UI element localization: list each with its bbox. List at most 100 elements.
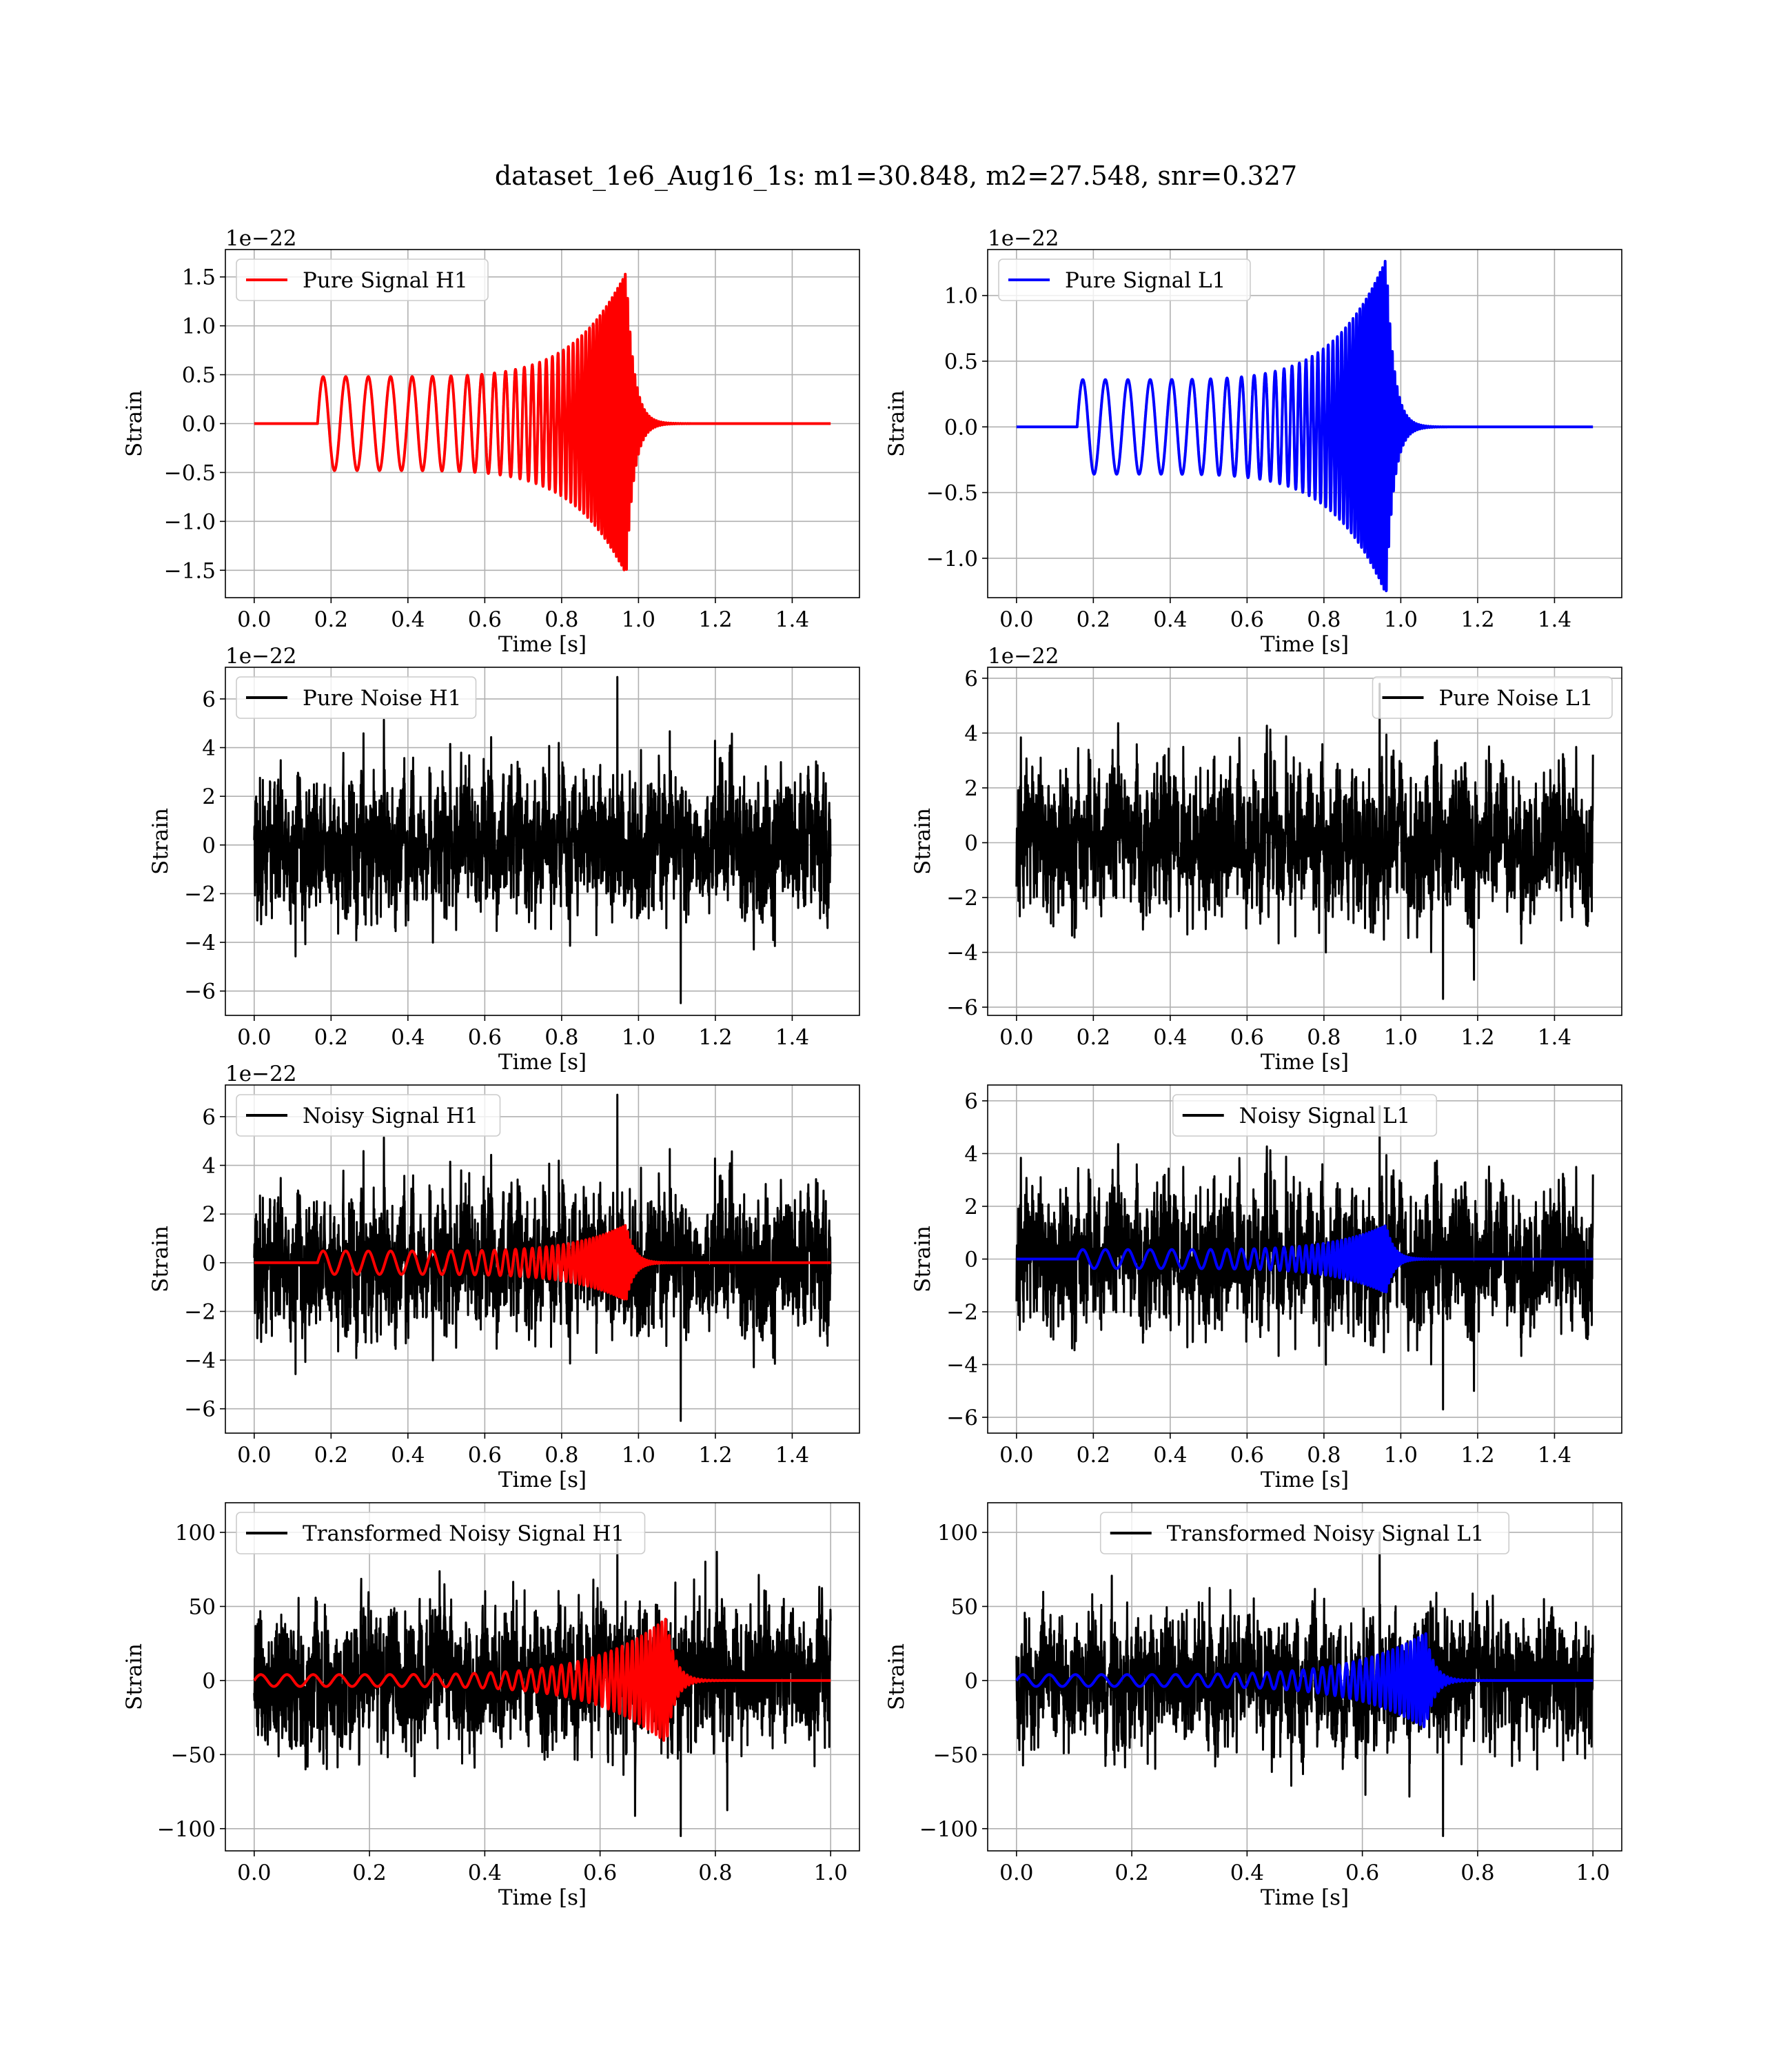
y-tick-label: 100 — [937, 1521, 978, 1545]
y-tick-label: −1.0 — [164, 509, 216, 534]
x-tick-label: 0.8 — [1307, 607, 1341, 632]
plot-area — [1015, 682, 1594, 1000]
x-tick-label: 0.0 — [237, 1443, 271, 1468]
x-tick-label: 1.0 — [814, 1861, 848, 1885]
axis-offset-text: 1e−22 — [988, 226, 1059, 251]
x-tick-label: 0.2 — [1114, 1861, 1148, 1885]
x-axis-label: Time [s] — [1261, 1885, 1349, 1910]
y-tick-label: −1.0 — [926, 547, 978, 571]
y-tick-label: −100 — [919, 1817, 978, 1842]
y-axis-label: Strain — [910, 808, 935, 875]
y-tick-label: 1.0 — [182, 314, 216, 339]
x-tick-label: 0.6 — [468, 607, 502, 632]
y-tick-label: 0 — [964, 831, 978, 855]
subplot-noisy-signal-h1: 0.0 0.2 0.4 0.6 0.8 1.0 1.2 1.4 −6 −4 −2 0 2 4 6 Time [… — [148, 1062, 860, 1492]
y-tick-label: 6 — [964, 1089, 978, 1114]
y-axis-label: Strain — [884, 1643, 909, 1710]
y-tick-label: −4 — [946, 1353, 978, 1378]
y-tick-label: 4 — [964, 721, 978, 746]
x-tick-label: 1.4 — [1538, 1443, 1571, 1468]
x-tick-label: 0.0 — [999, 1861, 1033, 1885]
x-tick-label: 0.8 — [1307, 1025, 1341, 1050]
series-line-transformed-noisy-signal-h1 — [253, 1528, 832, 1837]
legend: Pure Noise L1 — [1372, 676, 1613, 719]
x-axis-label: Time [s] — [1261, 1468, 1349, 1492]
x-tick-label: 1.2 — [698, 607, 732, 632]
y-tick-label: 6 — [964, 667, 978, 691]
legend-label: Pure Noise L1 — [1439, 686, 1594, 711]
x-tick-label: 0.8 — [544, 1443, 578, 1468]
x-tick-label: 0.8 — [698, 1861, 732, 1885]
y-tick-label: −6 — [184, 980, 216, 1004]
x-axis-label: Time [s] — [498, 632, 587, 657]
x-tick-label: 1.2 — [698, 1443, 732, 1468]
y-tick-label: 4 — [202, 736, 216, 761]
axes-frame — [225, 1084, 860, 1434]
series-line-overlay-1 — [1015, 1632, 1594, 1729]
x-tick-label: 0.0 — [237, 607, 271, 632]
plot-area — [1015, 1531, 1594, 1837]
subplot-transformed-noisy-signal-h1: 0.0 0.2 0.4 0.6 0.8 1.0 −100 −50 0 50 100 Time [s] S… — [122, 1502, 860, 1910]
x-tick-label: 0.6 — [583, 1861, 617, 1885]
x-tick-label: 0.8 — [1307, 1443, 1341, 1468]
x-tick-label: 1.4 — [775, 1443, 809, 1468]
x-tick-label: 0.4 — [391, 1025, 425, 1050]
legend: Transformed Noisy Signal L1 — [1099, 1512, 1510, 1554]
y-tick-label: −50 — [171, 1743, 216, 1767]
axis-offset-text: 1e−22 — [225, 644, 297, 669]
legend-label: Transformed Noisy Signal L1 — [1167, 1521, 1485, 1546]
x-tick-label: 0.2 — [314, 1443, 348, 1468]
y-tick-label: 50 — [189, 1594, 216, 1619]
y-tick-label: 0.5 — [944, 349, 978, 374]
legend: Pure Signal H1 — [236, 258, 489, 301]
subplot-grid: 0.0 0.2 0.4 0.6 0.8 1.0 1.2 1.4 −1.5 −1.0 −0.5 0.0 0… — [122, 226, 1622, 1910]
x-tick-label: 1.0 — [1576, 1861, 1610, 1885]
legend: Transformed Noisy Signal H1 — [236, 1512, 646, 1554]
x-tick-label: 0.0 — [999, 607, 1033, 632]
y-tick-label: −1.5 — [164, 558, 216, 583]
y-tick-label: −6 — [946, 995, 978, 1020]
x-tick-label: 0.4 — [1153, 1025, 1187, 1050]
x-tick-label: 0.4 — [1230, 1861, 1264, 1885]
x-tick-label: 0.8 — [1460, 1861, 1494, 1885]
legend: Pure Signal L1 — [998, 258, 1251, 301]
y-axis-label: Strain — [910, 1226, 935, 1292]
series-line-pure-noise-h1 — [253, 676, 832, 1004]
x-tick-label: 1.0 — [622, 607, 655, 632]
series-line-overlay-1 — [253, 1224, 832, 1301]
y-tick-label: 4 — [202, 1154, 216, 1179]
x-tick-label: 0.8 — [544, 607, 578, 632]
y-tick-label: 2 — [964, 776, 978, 801]
y-tick-label: −6 — [946, 1406, 978, 1430]
x-tick-label: 0.4 — [391, 1443, 425, 1468]
y-tick-label: 0 — [202, 1669, 216, 1694]
x-tick-label: 0.6 — [1345, 1861, 1379, 1885]
grid — [988, 667, 1622, 1015]
x-tick-label: 1.0 — [622, 1443, 655, 1468]
plot-area — [253, 272, 832, 571]
x-tick-label: 0.8 — [544, 1025, 578, 1050]
plot-area — [1015, 1105, 1594, 1411]
y-tick-label: 0 — [202, 833, 216, 858]
x-axis-label: Time [s] — [498, 1885, 587, 1910]
y-tick-label: 4 — [964, 1142, 978, 1166]
legend-label: Pure Signal L1 — [1065, 268, 1225, 293]
x-tick-label: 1.2 — [1460, 1443, 1494, 1468]
subplot-pure-signal-h1: 0.0 0.2 0.4 0.6 0.8 1.0 1.2 1.4 −1.5 −1.0 −0.5 0.0 0… — [122, 226, 860, 657]
y-tick-label: 0.0 — [944, 415, 978, 440]
y-axis-label: Strain — [122, 390, 147, 457]
legend-label: Pure Signal H1 — [303, 268, 468, 293]
axes-frame — [987, 249, 1622, 598]
plot-area — [253, 1528, 832, 1837]
x-tick-label: 0.6 — [1230, 1025, 1264, 1050]
x-tick-label: 1.0 — [1384, 607, 1418, 632]
y-tick-label: −50 — [933, 1743, 978, 1767]
x-tick-label: 1.4 — [775, 1025, 809, 1050]
y-tick-label: −0.5 — [926, 481, 978, 506]
subplot-transformed-noisy-signal-l1: 0.0 0.2 0.4 0.6 0.8 1.0 −100 −50 0 50 100 Time [s] S… — [884, 1502, 1622, 1910]
series-line-overlay-1 — [253, 1617, 832, 1742]
x-tick-label: 0.0 — [237, 1025, 271, 1050]
y-tick-label: 2 — [202, 1202, 216, 1227]
x-tick-label: 1.4 — [1538, 1025, 1571, 1050]
